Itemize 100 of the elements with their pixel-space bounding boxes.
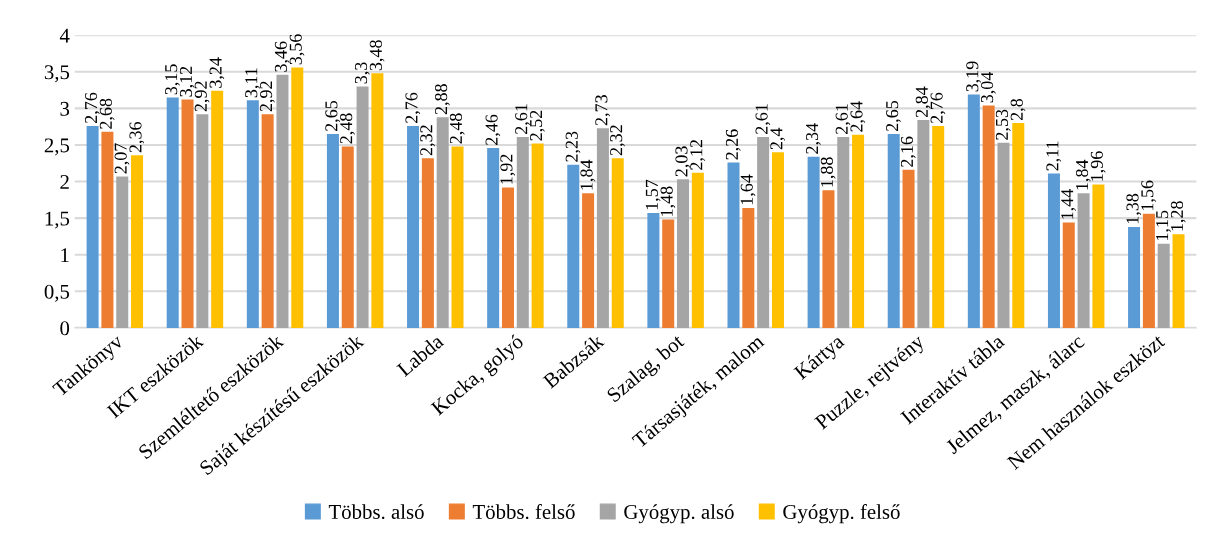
data-label: 2,92 [260, 81, 275, 112]
bar [261, 114, 274, 328]
bar [1172, 234, 1185, 328]
bar [531, 143, 544, 328]
data-label: 2,26 [725, 129, 741, 160]
bar [852, 134, 865, 328]
bar [662, 219, 675, 328]
data-label: 2,36 [129, 121, 145, 153]
bar [647, 213, 660, 328]
y-tick-label: 4 [59, 28, 70, 43]
bar [356, 86, 369, 328]
y-tick-label: 3,5 [44, 65, 70, 83]
data-label: 2,53 [995, 109, 1011, 140]
bar [742, 207, 755, 328]
bar [902, 169, 915, 328]
data-label: 3,48 [369, 40, 385, 71]
data-label: 2,73 [595, 95, 611, 126]
legend-label: Gyógyp. felső [783, 504, 900, 524]
bar [371, 73, 384, 328]
data-label: 2,52 [530, 110, 545, 141]
y-tick-label: 2,5 [44, 138, 70, 156]
data-label: 2,07 [114, 143, 130, 174]
bar [86, 125, 99, 328]
data-label: 2,32 [610, 125, 625, 156]
bar [771, 152, 784, 328]
data-label: 3,46 [274, 41, 290, 72]
data-label: 1,84 [1075, 159, 1091, 190]
data-label: 2,61 [835, 104, 851, 134]
bar [246, 100, 259, 328]
bar [501, 187, 514, 328]
data-label: 3,12 [179, 66, 195, 97]
bar [932, 125, 945, 328]
data-label: 2,11 [1046, 141, 1062, 171]
data-label: 1,28 [1170, 201, 1186, 231]
data-label: 2,48 [340, 113, 355, 144]
data-label: 2,46 [485, 114, 501, 145]
data-label: 3,15 [165, 64, 180, 95]
data-label: 2,76 [405, 92, 421, 123]
data-label: 2,64 [850, 101, 866, 132]
data-label: 2,34 [806, 123, 821, 154]
bar [567, 164, 580, 328]
bar [1077, 193, 1090, 328]
data-label: 1,48 [660, 186, 676, 216]
y-tick-label: 1,5 [45, 211, 70, 229]
bar [822, 190, 835, 328]
data-label: 2,16 [900, 136, 916, 167]
data-label: 2,65 [886, 100, 901, 132]
y-tick-label: 3 [60, 101, 70, 116]
data-label: 2,4 [770, 127, 786, 150]
bar [196, 114, 209, 328]
bar [487, 147, 500, 328]
data-label: 2,23 [565, 131, 581, 162]
data-label: 1,44 [1061, 189, 1076, 219]
data-label: 1,88 [820, 157, 836, 187]
data-label: 2,32 [420, 125, 435, 156]
y-tick-label: 0 [60, 321, 70, 336]
data-label: 3,24 [209, 57, 225, 88]
bar [997, 142, 1010, 328]
bar [967, 94, 980, 328]
data-label: 2,03 [675, 146, 691, 177]
bar [582, 193, 595, 328]
bar [451, 146, 464, 328]
data-label: 2,8 [1010, 98, 1026, 121]
bar [166, 97, 179, 328]
data-label: 2,12 [690, 139, 705, 170]
bar [1092, 184, 1105, 328]
bar [1062, 222, 1075, 328]
data-label: 1,92 [500, 154, 516, 184]
bar [407, 125, 420, 328]
bar [291, 67, 304, 328]
y-tick-label: 1 [61, 248, 69, 262]
bar [1047, 173, 1060, 328]
bar [677, 179, 690, 328]
data-label: 1,15 [1156, 210, 1171, 240]
bar [757, 136, 770, 328]
bar [1142, 213, 1155, 328]
bar [101, 131, 114, 328]
data-label: 1,84 [580, 159, 596, 190]
bar [807, 156, 820, 328]
bar [436, 117, 449, 328]
data-label: 3,3 [354, 62, 370, 84]
bar [1157, 243, 1170, 328]
bar [341, 146, 354, 328]
data-label: 3,56 [289, 34, 305, 65]
bar [837, 136, 850, 328]
data-label: 1,96 [1090, 151, 1106, 181]
y-tick-label: 2 [60, 175, 69, 189]
bar [691, 172, 704, 328]
data-label: 2,68 [99, 98, 115, 129]
bar [421, 158, 434, 328]
y-tick-label: 0,5 [44, 284, 70, 302]
data-label: 2,61 [515, 104, 530, 134]
bar [116, 176, 129, 328]
bar [611, 158, 624, 328]
data-label: 2,61 [755, 104, 771, 134]
bar [131, 155, 144, 328]
data-label: 2,65 [325, 100, 341, 132]
data-label: 2,48 [449, 113, 465, 144]
bar [1128, 226, 1141, 328]
bar [887, 134, 900, 328]
